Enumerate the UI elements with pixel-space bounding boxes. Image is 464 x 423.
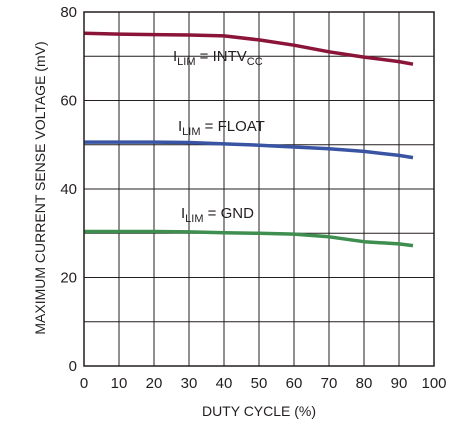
series-label-2: ILIM = GND <box>181 205 254 225</box>
x-tick-label: 20 <box>146 375 163 392</box>
x-tick-label: 50 <box>251 375 268 392</box>
series-line-2 <box>84 229 414 248</box>
series-label-0: ILIM = INTVCC <box>173 48 263 68</box>
series-labels: ILIM = INTVCC ILIM = FLOAT ILIM = GND <box>173 48 265 225</box>
x-tick-labels: 0 10 20 30 40 50 60 70 80 90 100 <box>80 375 447 392</box>
x-tick-label: 100 <box>421 375 446 392</box>
x-axis-title: DUTY CYCLE (%) <box>202 403 316 419</box>
x-tick-label: 80 <box>356 375 373 392</box>
series-line-0 <box>83 31 414 66</box>
x-tick-label: 70 <box>321 375 338 392</box>
series-label-1: ILIM = FLOAT <box>178 118 265 138</box>
series-line-1 <box>84 140 414 160</box>
y-tick-label: 40 <box>60 181 77 198</box>
y-tick-labels: 0 20 40 60 80 <box>60 4 77 375</box>
x-tick-label: 10 <box>111 375 128 392</box>
y-tick-label: 20 <box>60 270 77 287</box>
x-tick-label: 60 <box>286 375 303 392</box>
x-tick-label: 0 <box>80 375 88 392</box>
y-tick-label: 0 <box>69 358 77 375</box>
y-tick-label: 80 <box>60 4 77 21</box>
plot-frame <box>83 11 435 367</box>
series-lines <box>83 31 414 248</box>
y-axis-title: MAXIMUM CURRENT SENSE VOLTAGE (mV) <box>32 41 48 334</box>
x-tick-label: 90 <box>391 375 408 392</box>
x-tick-label: 40 <box>216 375 233 392</box>
y-tick-label: 60 <box>60 93 77 110</box>
x-tick-label: 30 <box>181 375 198 392</box>
